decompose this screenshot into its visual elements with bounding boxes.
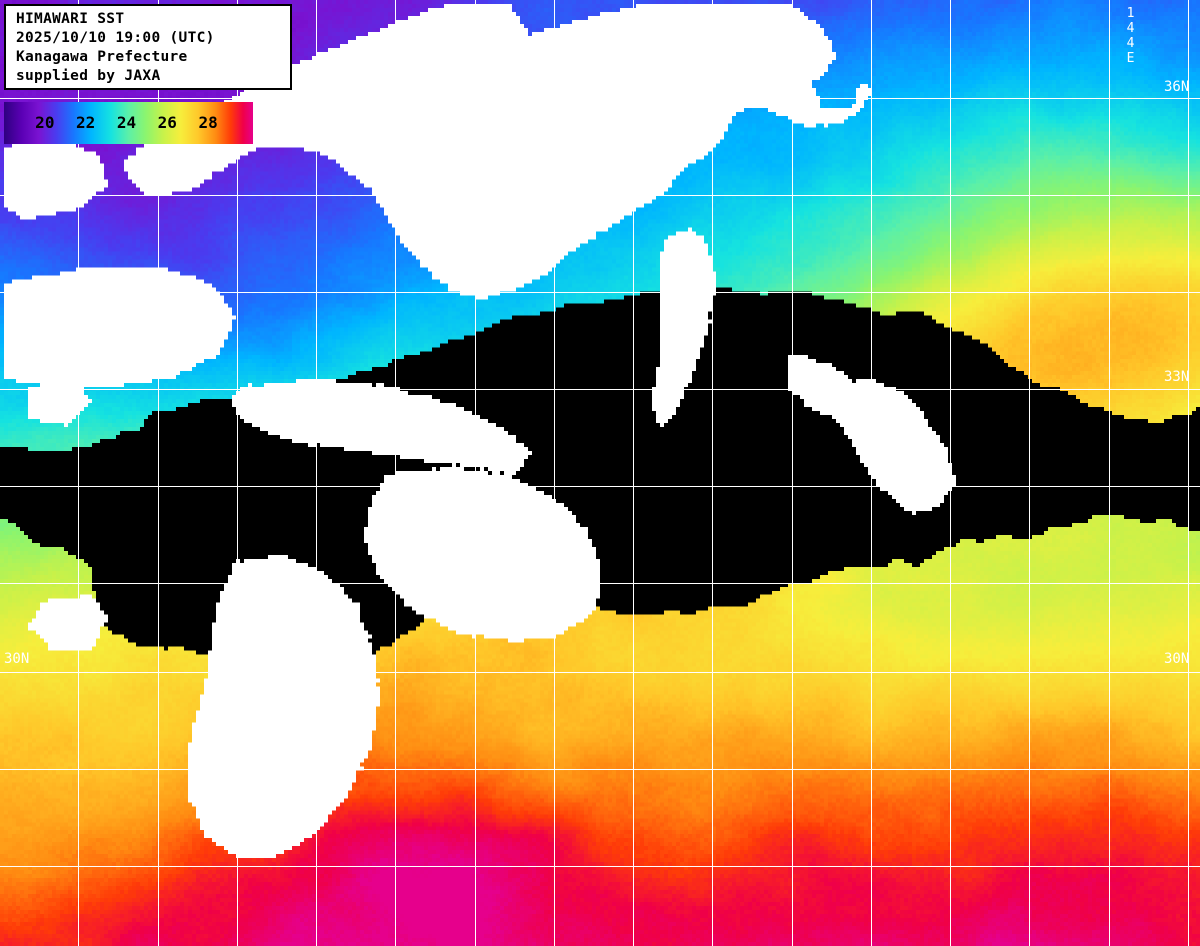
colorbar-tick-28: 28: [198, 113, 218, 132]
caption-box: HIMAWARI SST 2025/10/10 19:00 (UTC) Kana…: [4, 4, 292, 90]
sst-colorbar: 20 22 24 26 28: [4, 102, 253, 144]
colorbar-tick-22: 22: [75, 113, 96, 132]
colorbar-tick-labels: 20 22 24 26 28: [4, 102, 253, 144]
colorbar-tick-24: 24: [116, 113, 137, 132]
caption-datetime: 2025/10/10 19:00 (UTC): [16, 30, 215, 46]
caption-source: supplied by JAXA: [16, 68, 161, 84]
colorbar-tick-26: 26: [157, 113, 177, 132]
colorbar-gradient: [4, 102, 253, 144]
colorbar-tick-20: 20: [35, 113, 55, 132]
caption-region: Kanagawa Prefecture: [16, 49, 188, 65]
caption-title: HIMAWARI SST: [16, 11, 125, 27]
